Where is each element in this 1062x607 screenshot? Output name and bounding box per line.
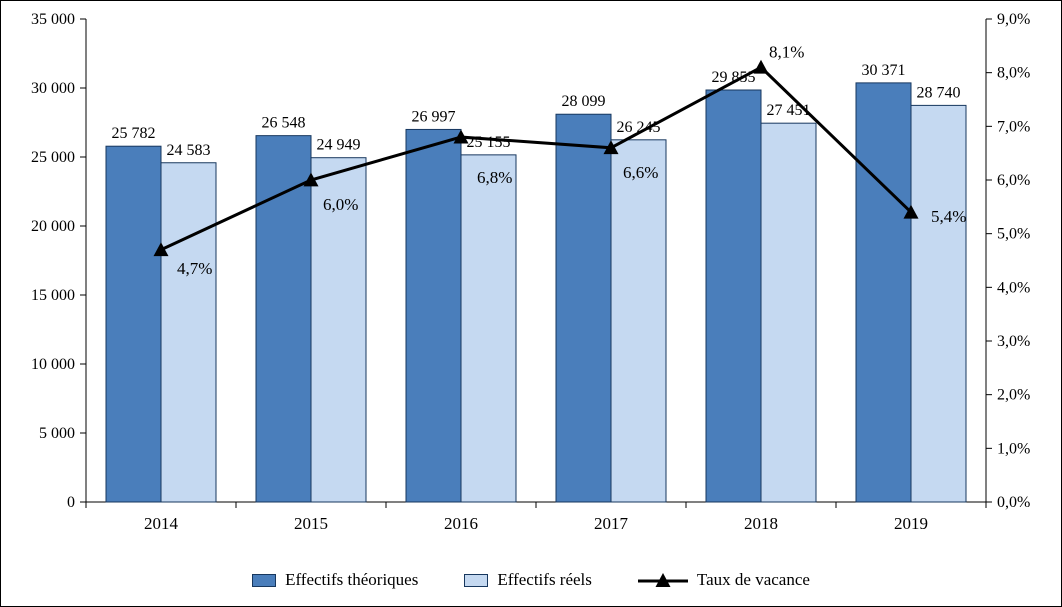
x-axis-category-label: 2017 xyxy=(594,514,629,533)
vacancy-rate-marker-icon xyxy=(603,140,619,155)
legend-item-effectifs-reels: Effectifs réels xyxy=(464,570,592,590)
vacancy-rate-label: 6,6% xyxy=(623,163,658,182)
vacancy-rate-marker-icon xyxy=(753,59,769,74)
right-axis-tick-label: 2,0% xyxy=(997,387,1030,404)
bar-effectifs-reels xyxy=(910,104,967,503)
left-axis-tick-label: 30 000 xyxy=(31,80,75,97)
bar-value-label: 29 855 xyxy=(712,69,756,86)
right-axis-tick-label: 1,0% xyxy=(997,440,1030,457)
bar-effectifs-reels xyxy=(160,162,217,503)
bar-effectifs-theoriques xyxy=(705,89,762,503)
bar-value-label: 28 099 xyxy=(562,93,606,110)
bar-value-label: 24 949 xyxy=(317,137,361,154)
bar-value-label: 30 371 xyxy=(862,62,906,79)
legend-label-taux-de-vacance: Taux de vacance xyxy=(696,570,810,589)
bar-value-label: 25 782 xyxy=(112,125,156,142)
left-axis-tick-label: 10 000 xyxy=(31,356,75,373)
bar-value-label: 24 583 xyxy=(167,142,211,159)
bar-value-label: 26 997 xyxy=(412,108,456,125)
left-axis-tick-label: 25 000 xyxy=(31,149,75,166)
chart-legend: Effectifs théoriques Effectifs réels Tau… xyxy=(1,570,1061,590)
x-axis-category-label: 2014 xyxy=(144,514,179,533)
legend-label-theoriques: Effectifs théoriques xyxy=(285,570,419,589)
right-axis-tick-label: 7,0% xyxy=(997,118,1030,135)
bar-effectifs-reels xyxy=(760,122,817,503)
bar-effectifs-theoriques xyxy=(105,145,162,503)
right-axis-tick-label: 3,0% xyxy=(997,333,1030,350)
legend-line-marker-icon xyxy=(637,573,688,587)
vacancy-rate-marker-icon xyxy=(303,172,319,187)
bar-value-label: 26 548 xyxy=(262,115,306,132)
vacancy-rate-label: 4,7% xyxy=(177,259,212,278)
x-axis-category-label: 2016 xyxy=(444,514,478,533)
left-axis-tick-label: 0 xyxy=(67,494,75,511)
right-axis-tick-label: 0,0% xyxy=(997,494,1030,511)
bar-effectifs-reels xyxy=(610,139,667,503)
vacancy-rate-label: 5,4% xyxy=(931,207,966,226)
bar-effectifs-theoriques xyxy=(855,82,912,503)
x-axis-category-label: 2019 xyxy=(894,514,928,533)
legend-label-reels: Effectifs réels xyxy=(497,570,592,589)
vacancy-rate-label: 8,1% xyxy=(769,42,804,61)
legend-swatch-theoriques-icon xyxy=(252,573,277,587)
vacancy-rate-label: 6,0% xyxy=(323,195,358,214)
legend-item-effectifs-theoriques: Effectifs théoriques xyxy=(252,570,418,590)
left-axis-tick-label: 15 000 xyxy=(31,287,75,304)
vacancy-rate-line xyxy=(160,65,913,252)
right-axis-tick-label: 6,0% xyxy=(997,172,1030,189)
right-axis-tick-label: 4,0% xyxy=(997,279,1030,296)
vacancy-rate-label: 6,8% xyxy=(477,168,512,187)
legend-item-taux-de-vacance: Taux de vacance xyxy=(637,570,810,590)
x-axis-category-label: 2015 xyxy=(294,514,328,533)
left-axis-tick-label: 5 000 xyxy=(39,425,75,442)
right-axis-tick-label: 8,0% xyxy=(997,65,1030,82)
bar-value-label: 28 740 xyxy=(917,84,961,101)
x-axis-category-label: 2018 xyxy=(744,514,778,533)
right-axis-tick-label: 5,0% xyxy=(997,226,1030,243)
vacancy-rate-marker-icon xyxy=(453,129,469,144)
bar-effectifs-theoriques xyxy=(555,113,612,503)
left-axis-tick-label: 20 000 xyxy=(31,218,75,235)
bar-effectifs-reels xyxy=(310,157,367,503)
vacancy-rate-marker-icon xyxy=(153,242,169,257)
bar-effectifs-theoriques xyxy=(255,135,312,503)
vacancy-rate-marker-icon xyxy=(903,204,919,219)
legend-swatch-reels-icon xyxy=(464,573,489,587)
right-axis-tick-label: 9,0% xyxy=(997,11,1030,28)
bar-effectifs-theoriques xyxy=(405,128,462,503)
left-axis-tick-label: 35 000 xyxy=(31,11,75,28)
bar-effectifs-reels xyxy=(460,154,517,503)
bar-value-label: 25 155 xyxy=(467,134,511,151)
bar-value-label: 26 245 xyxy=(617,119,661,136)
